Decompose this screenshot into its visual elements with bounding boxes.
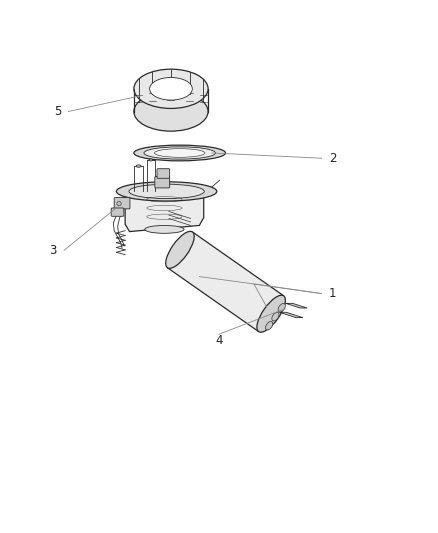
Polygon shape xyxy=(279,312,303,318)
Ellipse shape xyxy=(129,184,204,199)
Polygon shape xyxy=(286,303,307,308)
Ellipse shape xyxy=(134,69,208,108)
Ellipse shape xyxy=(149,159,153,161)
Ellipse shape xyxy=(155,149,205,157)
Ellipse shape xyxy=(134,92,208,131)
Ellipse shape xyxy=(150,77,192,100)
Text: 1: 1 xyxy=(329,287,336,300)
FancyArrowPatch shape xyxy=(209,180,220,190)
Ellipse shape xyxy=(265,321,273,330)
Ellipse shape xyxy=(278,303,285,312)
Text: 5: 5 xyxy=(54,105,61,118)
Ellipse shape xyxy=(257,295,286,332)
Polygon shape xyxy=(125,191,204,231)
Text: 4: 4 xyxy=(215,334,223,347)
Ellipse shape xyxy=(117,182,217,201)
FancyBboxPatch shape xyxy=(155,176,170,188)
FancyBboxPatch shape xyxy=(157,169,170,179)
Ellipse shape xyxy=(144,147,215,159)
Polygon shape xyxy=(167,232,284,332)
FancyBboxPatch shape xyxy=(114,198,130,209)
Ellipse shape xyxy=(134,145,226,161)
Text: 2: 2 xyxy=(329,152,336,165)
Ellipse shape xyxy=(145,225,184,233)
Ellipse shape xyxy=(136,165,141,167)
Ellipse shape xyxy=(272,312,279,321)
Text: 3: 3 xyxy=(49,244,57,257)
FancyBboxPatch shape xyxy=(111,208,124,216)
Ellipse shape xyxy=(166,231,194,268)
Ellipse shape xyxy=(117,201,121,206)
